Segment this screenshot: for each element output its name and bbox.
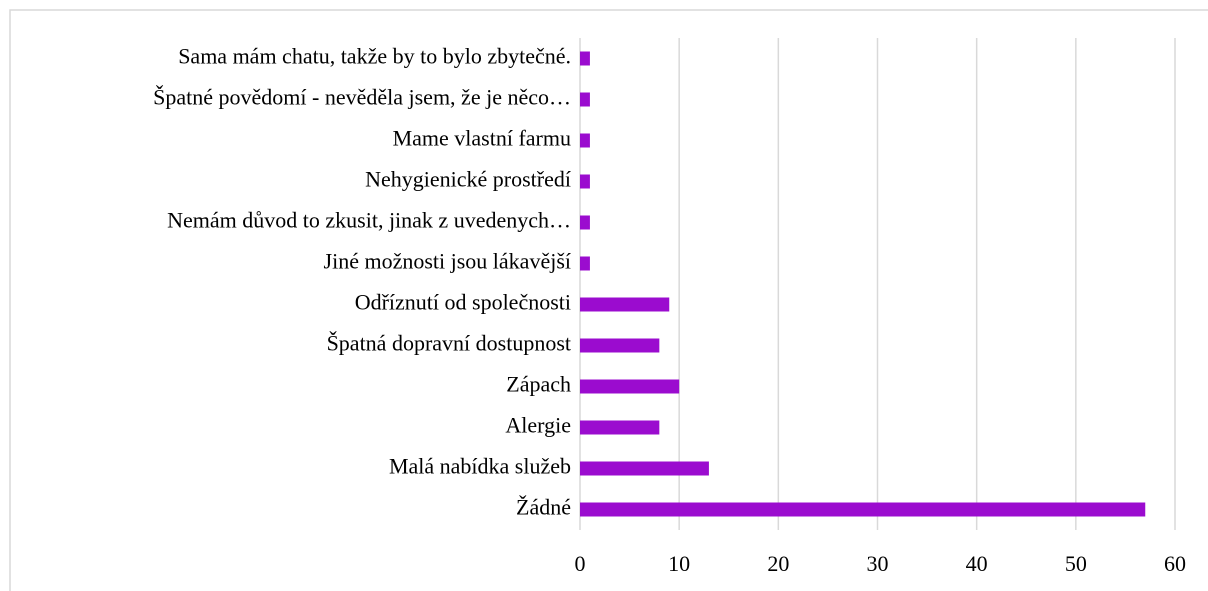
x-tick-label: 20	[767, 551, 789, 576]
y-tick-label: Sama mám chatu, takže by to bylo zbytečn…	[178, 44, 571, 69]
bar	[580, 215, 590, 230]
chart-border	[9, 9, 1208, 591]
bar	[580, 51, 590, 66]
bar	[580, 256, 590, 271]
bar	[580, 297, 670, 312]
bar	[580, 92, 590, 107]
y-tick-label: Špatné povědomí - nevěděla jsem, že je n…	[153, 85, 571, 110]
bar	[580, 420, 660, 435]
y-tick-label: Jiné možnosti jsou lákavější	[324, 249, 571, 274]
y-tick-label: Malá nabídka služeb	[389, 454, 571, 479]
bar	[580, 174, 590, 189]
x-tick-label: 40	[966, 551, 988, 576]
x-tick-label: 0	[575, 551, 586, 576]
y-tick-label: Mame vlastní farmu	[393, 126, 571, 151]
bar	[580, 461, 709, 476]
y-tick-label: Nehygienické prostředí	[365, 167, 571, 192]
bar	[580, 502, 1146, 517]
bar	[580, 133, 590, 148]
y-tick-label: Zápach	[506, 372, 571, 397]
y-tick-label: Nemám důvod to zkusit, jinak z uvedenych…	[167, 208, 571, 233]
x-tick-label: 50	[1065, 551, 1087, 576]
bar	[580, 379, 680, 394]
bar	[580, 338, 660, 353]
x-tick-label: 10	[668, 551, 690, 576]
x-tick-label: 60	[1164, 551, 1186, 576]
y-tick-label: Odříznutí od společnosti	[355, 290, 571, 315]
y-tick-label: Alergie	[505, 413, 571, 438]
y-tick-label: Špatná dopravní dostupnost	[327, 331, 571, 356]
y-tick-label: Žádné	[516, 495, 571, 520]
x-tick-label: 30	[867, 551, 889, 576]
